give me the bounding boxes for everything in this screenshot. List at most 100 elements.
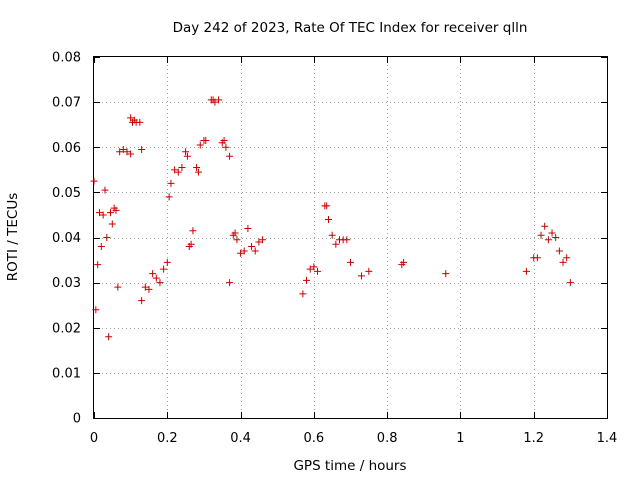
- data-point-marker: [183, 152, 191, 160]
- data-point-marker: [442, 270, 450, 278]
- data-point-marker: [325, 215, 333, 223]
- data-point-marker: [541, 222, 549, 230]
- x-tick-label: 0.6: [304, 431, 325, 446]
- grid-lines: [94, 57, 607, 418]
- y-tick-label: 0.08: [52, 51, 81, 66]
- plot-frame: [93, 56, 608, 419]
- y-tick-label: 0.03: [52, 276, 81, 291]
- data-point-marker: [248, 243, 256, 251]
- y-tick-label: 0.01: [52, 366, 81, 381]
- data-point-marker: [167, 179, 175, 187]
- data-point-marker: [251, 247, 259, 255]
- data-point-marker: [138, 297, 146, 305]
- x-tick-label: 0.4: [230, 431, 251, 446]
- data-point-marker: [240, 247, 248, 255]
- data-point-marker: [152, 274, 160, 282]
- data-point-marker: [138, 146, 146, 154]
- data-point-marker: [522, 267, 530, 275]
- data-point-marker: [156, 279, 164, 287]
- data-point-marker: [310, 263, 318, 271]
- data-point-marker: [99, 211, 107, 219]
- y-tick-label: 0.07: [52, 96, 81, 111]
- data-point-marker: [533, 254, 541, 262]
- data-point-marker: [95, 209, 103, 217]
- data-point-marker: [222, 143, 230, 151]
- data-point-marker: [365, 267, 373, 275]
- data-point-marker: [105, 333, 113, 341]
- data-point-marker: [189, 227, 197, 235]
- data-point-marker: [116, 148, 124, 156]
- y-tick-label: 0: [73, 412, 81, 427]
- data-point-marker: [314, 267, 322, 275]
- y-tick-label: 0.06: [52, 141, 81, 156]
- data-point-marker: [220, 136, 228, 144]
- data-point-marker: [127, 114, 135, 122]
- x-tick-label: 1: [456, 431, 464, 446]
- data-point-marker: [196, 141, 204, 149]
- data-point-marker: [127, 150, 135, 158]
- x-tick-label: 1.2: [523, 431, 544, 446]
- x-tick-label: 0.8: [377, 431, 398, 446]
- data-point-marker: [343, 236, 351, 244]
- data-point-marker: [92, 306, 100, 314]
- data-point-marker: [119, 146, 127, 154]
- y-tick-label: 0.05: [52, 186, 81, 201]
- axis-ticks: 0 0.2 0.4 0.6 0.8 1 1.2 1.4 0 0.01 0.02 0.03 0.04 0.0…: [52, 51, 617, 447]
- data-point-marker: [231, 229, 239, 237]
- data-point-marker: [160, 265, 168, 273]
- data-point-marker: [108, 220, 116, 228]
- data-point-marker: [123, 148, 131, 156]
- y-tick-label: 0.04: [52, 231, 81, 246]
- data-point-marker: [112, 206, 120, 214]
- data-point-marker: [149, 270, 157, 278]
- data-point-marker: [145, 285, 153, 293]
- data-point-marker: [323, 202, 331, 210]
- data-point-marker: [328, 231, 336, 239]
- x-tick-label: 0.2: [157, 431, 178, 446]
- data-point-marker: [178, 164, 186, 172]
- data-point-marker: [103, 234, 111, 241]
- x-tick-label: 0: [90, 431, 98, 446]
- data-point-marker: [226, 152, 234, 160]
- data-point-marker: [332, 240, 340, 248]
- data-point-marker: [303, 276, 311, 284]
- data-point-marker: [563, 254, 571, 262]
- chart-title: Day 242 of 2023, Rate Of TEC Index for r…: [173, 20, 528, 36]
- data-point-marker: [94, 261, 102, 269]
- data-point-marker: [136, 118, 144, 126]
- data-point-marker: [174, 168, 182, 176]
- data-point-marker: [202, 136, 210, 144]
- data-point-marker: [182, 148, 190, 156]
- data-point-marker: [101, 186, 109, 194]
- x-tick-label: 1.4: [597, 431, 618, 446]
- y-axis-label: ROTI / TECUs: [5, 193, 21, 281]
- data-point-marker: [194, 168, 202, 176]
- data-point-marker: [566, 279, 574, 287]
- data-point-marker: [226, 279, 234, 287]
- x-axis-label: GPS time / hours: [293, 458, 406, 474]
- data-point-marker: [90, 177, 98, 185]
- data-point-marker: [106, 209, 114, 217]
- data-point-marker: [215, 96, 223, 104]
- data-point-marker: [306, 265, 314, 273]
- data-point-marker: [165, 193, 173, 201]
- data-point-marker: [347, 258, 354, 266]
- data-point-marker: [244, 224, 252, 232]
- y-tick-label: 0.02: [52, 321, 81, 336]
- data-point-marker: [552, 234, 560, 241]
- data-point-marker: [97, 243, 105, 251]
- data-point-marker: [400, 258, 408, 266]
- data-point-marker: [544, 236, 552, 244]
- data-point-marker: [163, 258, 171, 266]
- data-point-marker: [548, 229, 556, 237]
- data-point-marker: [187, 240, 195, 248]
- data-point-marker: [255, 238, 263, 246]
- data-point-marker: [259, 236, 267, 244]
- data-point-marker: [211, 98, 219, 106]
- data-point-marker: [555, 247, 563, 255]
- data-point-marker: [559, 258, 567, 266]
- data-point-marker: [357, 272, 365, 280]
- data-point-marker: [171, 166, 179, 174]
